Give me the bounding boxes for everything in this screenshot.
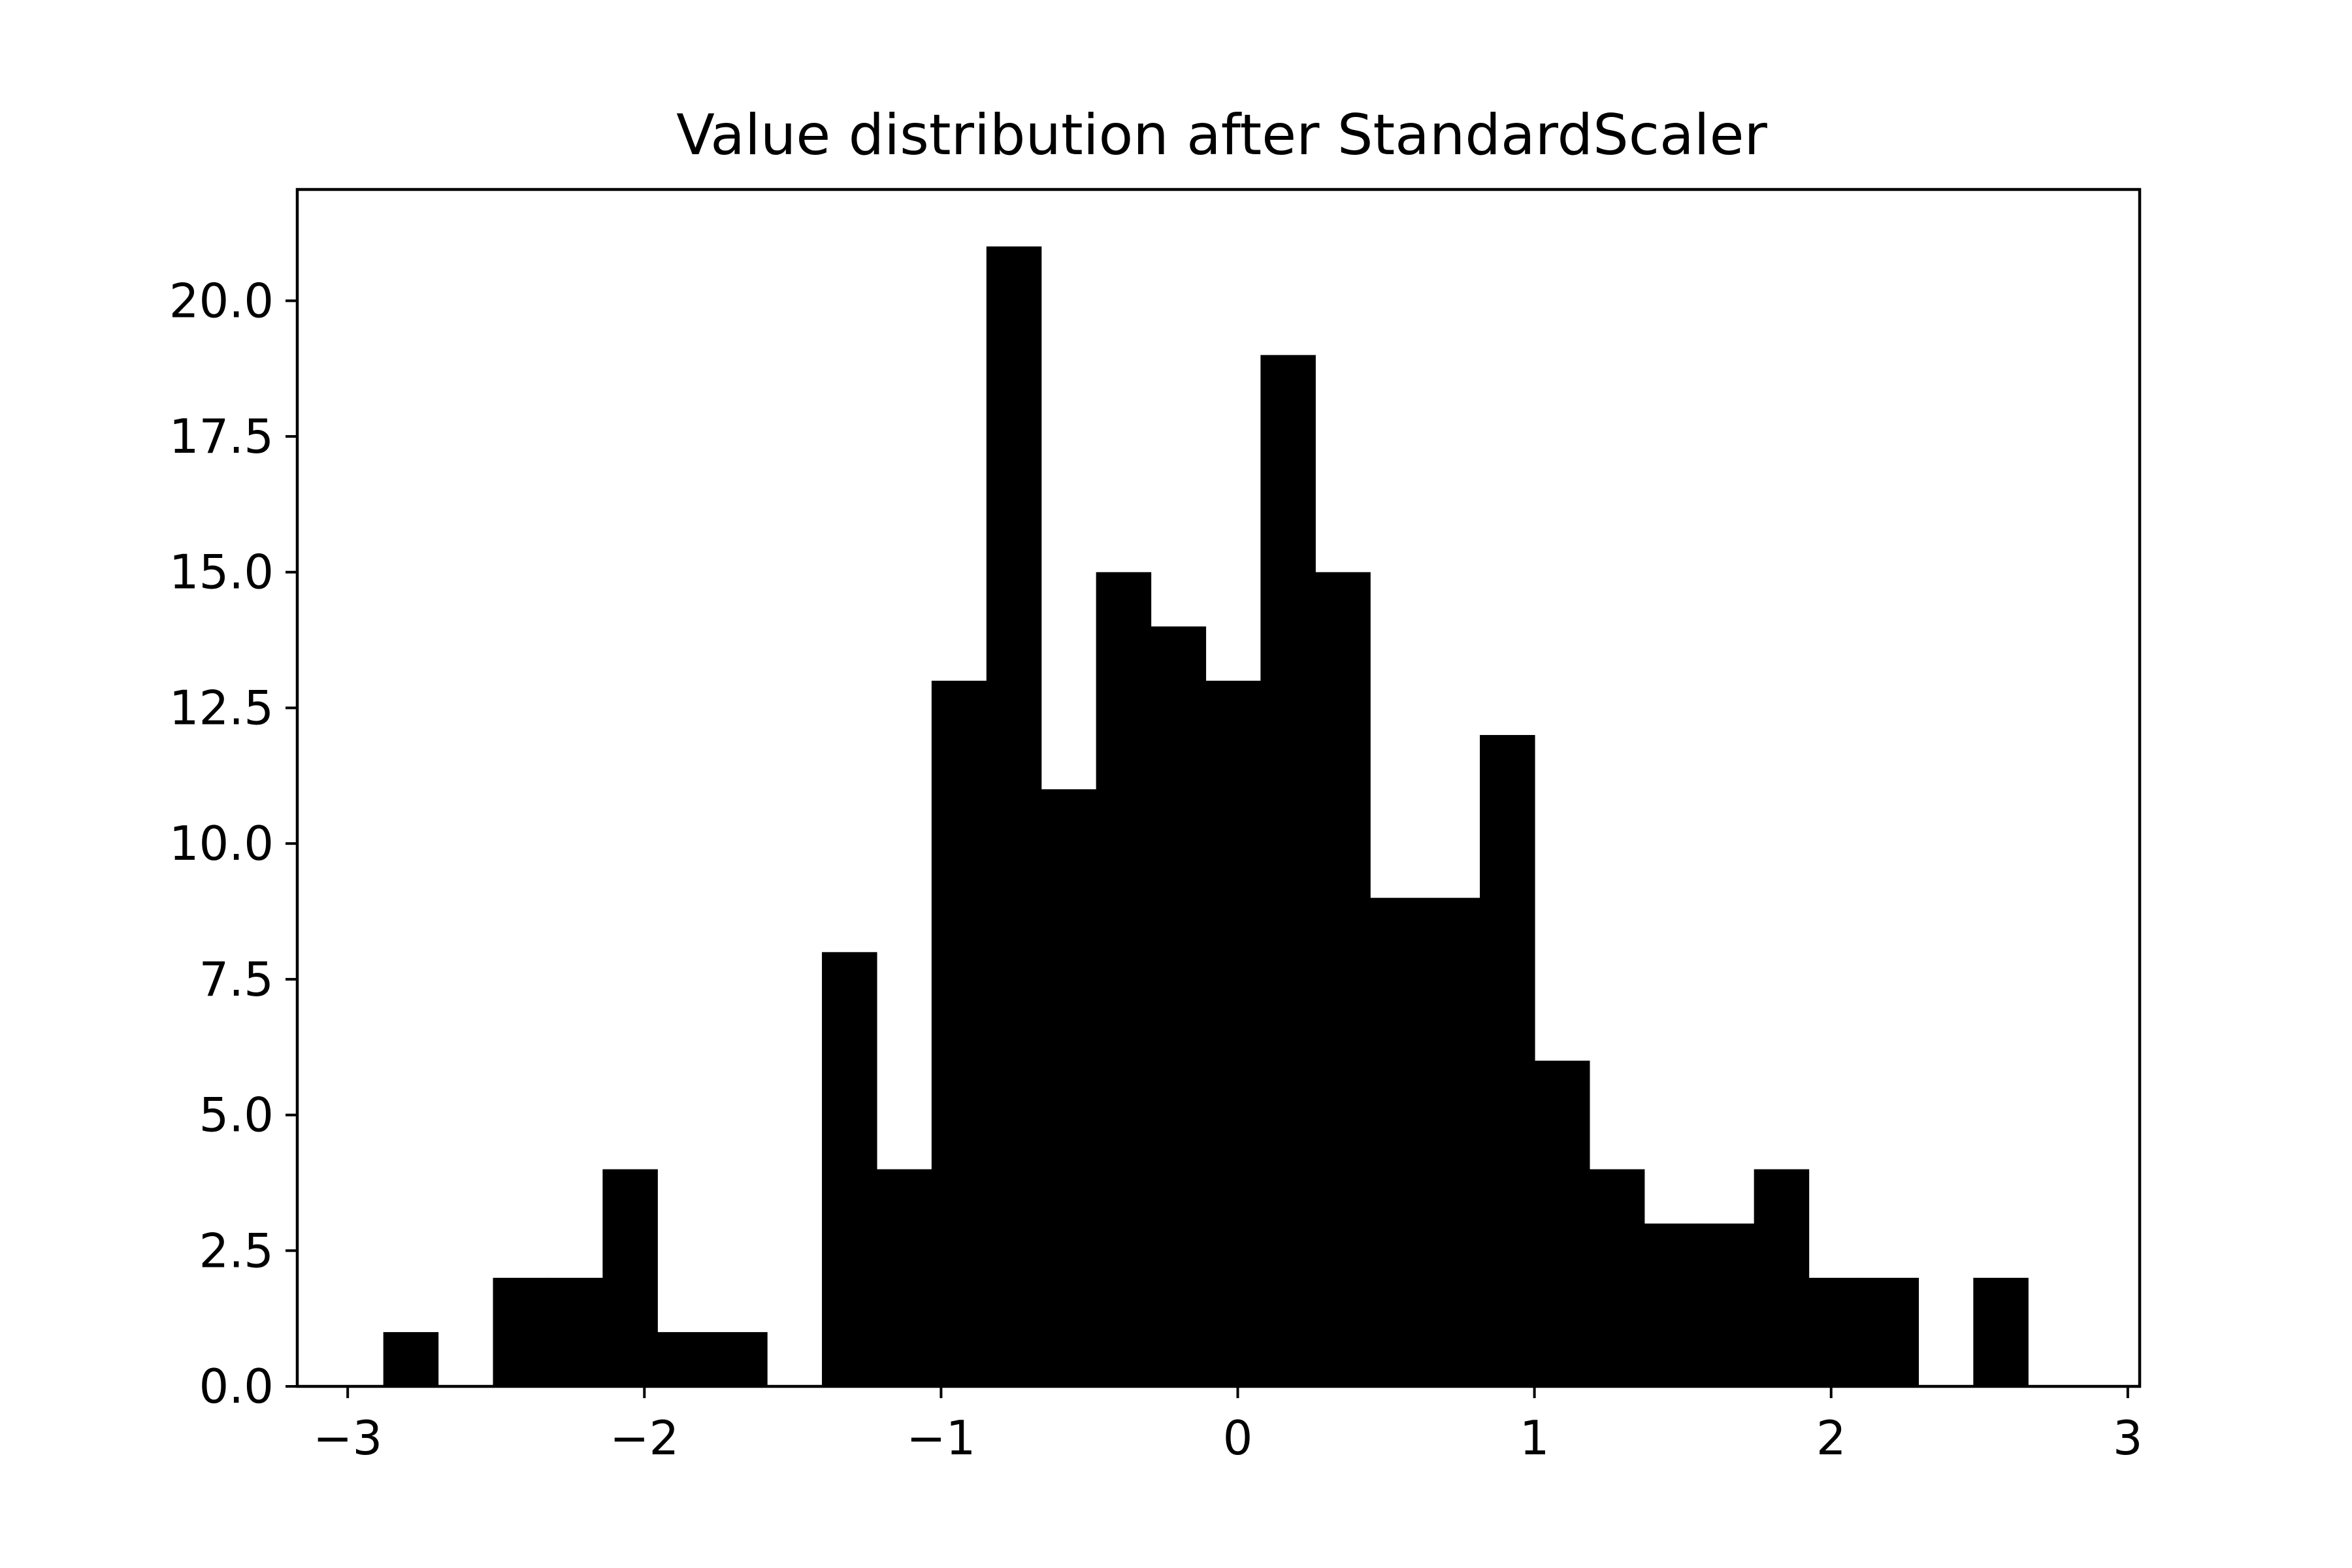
histogram-bar: [383, 1331, 439, 1386]
histogram-bar: [1480, 734, 1535, 1386]
histogram-bar: [1096, 572, 1152, 1386]
histogram-bar: [1205, 680, 1261, 1386]
histogram-bar: [547, 1277, 603, 1386]
histogram-bar: [931, 680, 987, 1386]
histogram-bar: [822, 952, 877, 1386]
histogram-bar: [657, 1331, 713, 1386]
x-tick-label: 3: [2113, 1411, 2143, 1465]
histogram-bar: [876, 1169, 932, 1386]
y-tick-label: 12.5: [169, 680, 274, 735]
histogram-bar: [1041, 789, 1097, 1386]
x-tick-label: 1: [1520, 1411, 1550, 1465]
histogram-bar: [1699, 1223, 1755, 1386]
x-tick-label: 2: [1816, 1411, 1846, 1465]
y-tick-label: 5.0: [199, 1088, 274, 1143]
chart-title: Value distribution after StandardScaler: [676, 103, 1767, 168]
x-axis: −3 −2 −1 0 1 2 3: [313, 1386, 2143, 1465]
histogram-bar: [1315, 572, 1371, 1386]
histogram-bar: [1644, 1223, 1700, 1386]
y-tick-label: 7.5: [199, 952, 274, 1007]
histogram-bar: [986, 246, 1042, 1386]
histogram-bar: [1589, 1169, 1645, 1386]
y-tick-label: 15.0: [169, 545, 274, 600]
y-axis: 0.0 2.5 5.0 7.5 10.0 12.5 15.0 17.5 20.0: [169, 273, 297, 1414]
y-tick-label: 2.5: [199, 1223, 274, 1278]
y-tick-label: 10.0: [169, 816, 274, 871]
x-tick-label: 0: [1223, 1411, 1253, 1465]
histogram-bar: [493, 1277, 549, 1386]
x-tick-label: −1: [906, 1411, 975, 1465]
histogram-bar: [712, 1331, 768, 1386]
y-tick-label: 20.0: [169, 273, 274, 328]
histogram-bar: [1260, 355, 1316, 1387]
histogram-bar: [1973, 1277, 2029, 1386]
histogram-bar: [1151, 626, 1207, 1386]
histogram-bar: [1863, 1277, 1919, 1386]
y-tick-label: 17.5: [169, 409, 274, 464]
histogram-bar: [1425, 898, 1480, 1386]
histogram-bar: [1808, 1277, 1865, 1386]
plot-frame: [295, 188, 2142, 1388]
x-tick-label: −3: [313, 1411, 382, 1465]
histogram-bar: [602, 1169, 658, 1386]
x-tick-label: −2: [610, 1411, 679, 1465]
histogram-bars: [383, 246, 2029, 1387]
histogram-bar: [1754, 1169, 1810, 1386]
y-tick-label: 0.0: [199, 1359, 274, 1414]
histogram-bar: [1370, 898, 1426, 1386]
histogram-bar: [1534, 1060, 1590, 1386]
